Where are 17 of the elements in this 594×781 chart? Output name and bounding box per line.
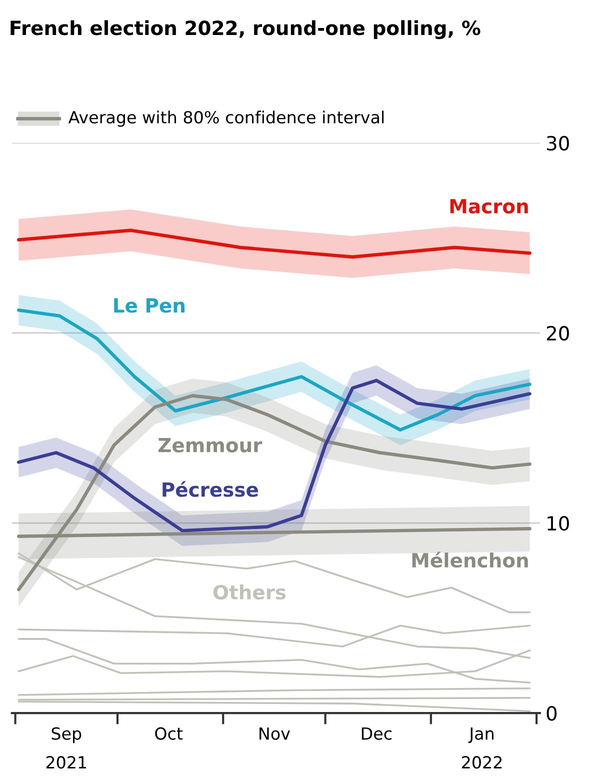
x-tick-label: Nov [260,727,290,740]
y-tick-label: 20 [546,326,569,341]
x-tick-label: Dec [362,727,392,740]
series-label: Mélenchon [412,552,528,568]
x-tick-label: Jan 2022 [462,727,502,769]
series-label: Zemmour [158,438,262,452]
y-tick-label: 30 [546,136,569,151]
x-tick-label: Sep 2021 [46,727,86,769]
series-label: Le Pen [114,298,184,313]
y-tick-label: 10 [548,516,569,531]
series-label: Pécresse [162,481,258,497]
legend-title: Average with 80% confidence interval [68,110,384,127]
x-tick-label: Oct [155,727,183,740]
series-label: Macron [450,199,528,214]
chart-title: French election 2022, round-one polling, % [10,20,480,40]
series-label: Others [213,584,286,600]
y-tick-label: 0 [546,706,557,721]
